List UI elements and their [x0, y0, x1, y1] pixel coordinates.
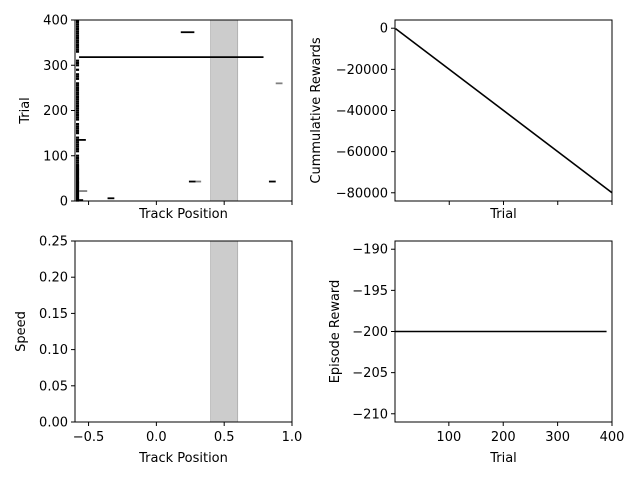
- series-line: [395, 28, 613, 194]
- panel-cumulative-rewards: 0 −20000 −40000 −60000 −80000 Trial Cummulat…: [309, 19, 613, 222]
- speed-x-axis-label: Track Position: [138, 451, 228, 466]
- x-tick-label: 100: [436, 430, 461, 445]
- y-tick-label: 100: [43, 149, 68, 164]
- y-tick-label: −210: [352, 407, 388, 422]
- goal-region-band: [210, 19, 239, 202]
- y-tick-label: 400: [43, 14, 68, 29]
- y-tick-label: 0.25: [39, 235, 68, 250]
- speed-plot-frame: [74, 240, 293, 423]
- y-tick-label: 0.20: [39, 271, 68, 286]
- x-tick-label: 0.5: [214, 430, 235, 445]
- y-tick-label: −40000: [336, 104, 388, 119]
- episode-y-axis-label: Episode Reward: [328, 280, 343, 384]
- trial-plot-area: [76, 19, 283, 202]
- trial-axis-ticks: 0 100 200 300 400: [43, 14, 293, 210]
- x-tick-label: 400: [600, 430, 625, 445]
- y-tick-label: −60000: [336, 145, 388, 160]
- y-tick-label: 0: [60, 195, 68, 210]
- x-tick-label: −0.5: [73, 430, 105, 445]
- y-tick-label: 0.00: [39, 416, 68, 431]
- y-tick-label: −205: [352, 366, 388, 381]
- panel-trial-vs-position: 0 100 200 300 400 Track Position Trial: [18, 14, 293, 222]
- episode-axis-ticks: 100 200 300 400 −190 −195 −200 −205 −210: [352, 243, 624, 445]
- y-tick-label: −195: [352, 284, 388, 299]
- x-tick-label: 200: [491, 430, 516, 445]
- cumulative-axis-ticks: 0 −20000 −40000 −60000 −80000: [336, 22, 613, 205]
- x-tick-label: 300: [545, 430, 570, 445]
- y-tick-label: 0.10: [39, 343, 68, 358]
- y-tick-label: −190: [352, 243, 388, 258]
- speed-y-axis-label: Speed: [14, 311, 29, 352]
- y-tick-label: −200: [352, 325, 388, 340]
- speed-plot-area: [210, 240, 239, 423]
- panel-speed-vs-position: −0.5 0.0 0.5 1.0 0.00 0.05 0.10 0.15 0.20 0.25 Tr…: [14, 235, 302, 467]
- x-tick-label: 1.0: [282, 430, 303, 445]
- y-tick-label: 0: [380, 22, 388, 37]
- y-tick-label: −20000: [336, 63, 388, 78]
- episode-x-axis-label: Trial: [489, 451, 517, 466]
- speed-axis-ticks: −0.5 0.0 0.5 1.0 0.00 0.05 0.10 0.15 0.20 0.25: [39, 235, 302, 446]
- trial-y-axis-label: Trial: [18, 97, 33, 125]
- trial-x-axis-label: Track Position: [138, 207, 228, 222]
- y-tick-label: −80000: [336, 186, 388, 201]
- y-tick-label: 0.05: [39, 379, 68, 394]
- goal-region-band: [210, 240, 239, 423]
- y-tick-label: 0.15: [39, 307, 68, 322]
- cumulative-x-axis-label: Trial: [489, 207, 517, 222]
- cumulative-plot-area: [395, 28, 613, 194]
- panel-episode-reward: 100 200 300 400 −190 −195 −200 −205 −210 Trial E…: [328, 240, 624, 466]
- cumulative-y-axis-label: Cummulative Rewards: [309, 37, 324, 183]
- x-tick-label: 0.0: [146, 430, 167, 445]
- y-tick-label: 300: [43, 59, 68, 74]
- y-tick-label: 200: [43, 104, 68, 119]
